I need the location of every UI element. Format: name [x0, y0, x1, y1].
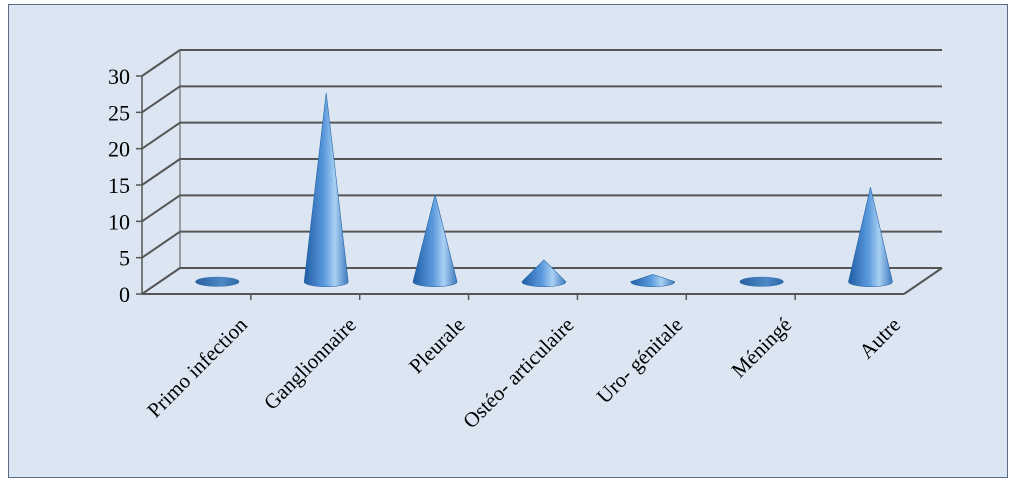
- category-labels: Primo infection Ganglionnaire PleuraleOsté…: [142, 312, 905, 433]
- chart-frame: 0 5 10 15 20 25 30 Primo infection Ganglionnair…: [8, 4, 1008, 478]
- side-gridline: [141, 267, 181, 295]
- x-tick-label: Méningé: [726, 313, 796, 383]
- side-gridline: [141, 194, 181, 223]
- y-tick-label: 10: [108, 209, 130, 234]
- y-tick-label: 25: [108, 100, 130, 125]
- side-gridline: [141, 49, 181, 77]
- axes: [136, 50, 943, 300]
- floor-right-edge: [903, 267, 943, 295]
- cone-1: [303, 92, 349, 287]
- cone-2: [412, 194, 458, 287]
- x-tick-label: Pleurale: [404, 313, 470, 379]
- cone-3: [521, 259, 567, 287]
- cones: [195, 92, 893, 287]
- y-tick-label: 30: [108, 64, 130, 89]
- x-tick-label: Uro- génitale: [592, 313, 688, 409]
- x-tick-label: Autre: [854, 313, 905, 364]
- y-tick-labels: 0 5 10 15 20 25 30: [108, 64, 130, 307]
- x-tick-label: Primo infection: [142, 312, 252, 422]
- x-tick-label: Ostéo- articulaire: [458, 313, 578, 433]
- side-gridline: [141, 121, 181, 150]
- side-gridline: [141, 85, 181, 114]
- side-gridline: [141, 158, 181, 186]
- cone-4: [630, 274, 676, 287]
- chart-svg: 0 5 10 15 20 25 30 Primo infection Ganglionnair…: [108, 49, 943, 433]
- y-tick-label: 15: [108, 173, 130, 198]
- y-tick-label: 20: [108, 137, 130, 162]
- y-tick-label: 5: [119, 246, 130, 271]
- cone-5: [739, 276, 784, 287]
- y-tick-label: 0: [119, 282, 130, 307]
- gridlines: [141, 49, 942, 295]
- cone-0: [195, 276, 240, 287]
- x-tick-label: Ganglionnaire: [259, 313, 361, 415]
- cone-6: [848, 187, 893, 287]
- side-gridline: [141, 230, 181, 259]
